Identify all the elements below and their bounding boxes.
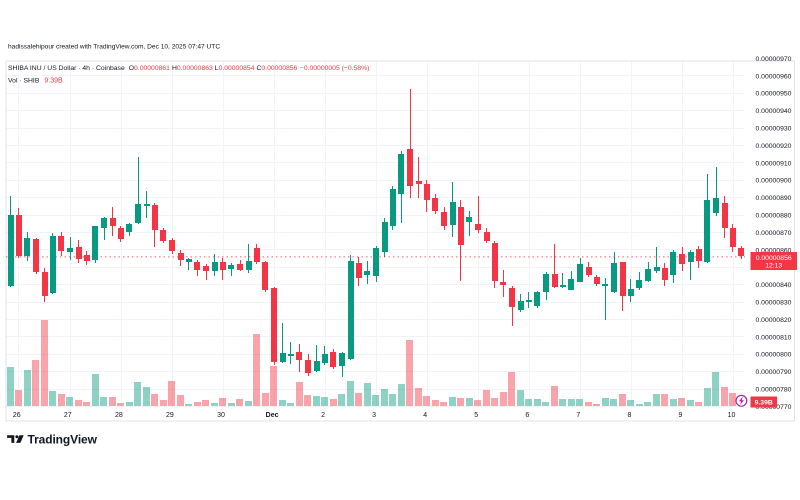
svg-text:9: 9: [678, 412, 682, 419]
svg-text:0.00000950: 0.00000950: [756, 91, 792, 98]
svg-text:27: 27: [64, 412, 72, 419]
svg-text:0.00000930: 0.00000930: [756, 126, 792, 133]
svg-text:0.00000880: 0.00000880: [756, 213, 792, 220]
svg-text:29: 29: [166, 412, 174, 419]
svg-text:0.00000830: 0.00000830: [756, 300, 792, 307]
svg-text:8: 8: [627, 412, 631, 419]
svg-text:0.00000890: 0.00000890: [756, 195, 792, 202]
svg-text:0.00000910: 0.00000910: [756, 160, 792, 167]
svg-text:0.00000920: 0.00000920: [756, 143, 792, 150]
svg-text:0.00000810: 0.00000810: [756, 334, 792, 341]
svg-text:10: 10: [728, 412, 736, 419]
svg-text:28: 28: [115, 412, 123, 419]
svg-text:26: 26: [13, 412, 21, 419]
svg-text:0.00000840: 0.00000840: [756, 282, 792, 289]
svg-text:0.00000940: 0.00000940: [756, 108, 792, 115]
svg-text:Dec: Dec: [266, 412, 279, 419]
svg-text:7: 7: [576, 412, 580, 419]
svg-text:TradingView: TradingView: [28, 432, 98, 446]
svg-text:5: 5: [474, 412, 478, 419]
svg-text:0.00000780: 0.00000780: [756, 387, 792, 394]
svg-text:0.00000860: 0.00000860: [756, 247, 792, 254]
svg-text:30: 30: [217, 412, 225, 419]
svg-text:0.00000800: 0.00000800: [756, 352, 792, 359]
svg-text:9.39B: 9.39B: [755, 399, 773, 406]
svg-text:12:13: 12:13: [765, 263, 782, 270]
svg-text:2: 2: [321, 412, 325, 419]
svg-text:0.00000870: 0.00000870: [756, 230, 792, 237]
svg-text:0.00000960: 0.00000960: [756, 73, 792, 80]
svg-text:6: 6: [525, 412, 529, 419]
svg-text:0.00000820: 0.00000820: [756, 317, 792, 324]
svg-text:3: 3: [372, 412, 376, 419]
svg-text:hadissalehipour created with T: hadissalehipour created with TradingView…: [8, 44, 220, 51]
svg-text:0.00000970: 0.00000970: [756, 56, 792, 63]
svg-text:0.00000856: 0.00000856: [756, 255, 792, 262]
svg-text:4: 4: [423, 412, 427, 419]
svg-text:0.00000790: 0.00000790: [756, 369, 792, 376]
svg-text:0.00000900: 0.00000900: [756, 178, 792, 185]
svg-text:SHIBA INU / US Dollar · 4h · C: SHIBA INU / US Dollar · 4h · Coinbase O0.…: [8, 65, 369, 72]
